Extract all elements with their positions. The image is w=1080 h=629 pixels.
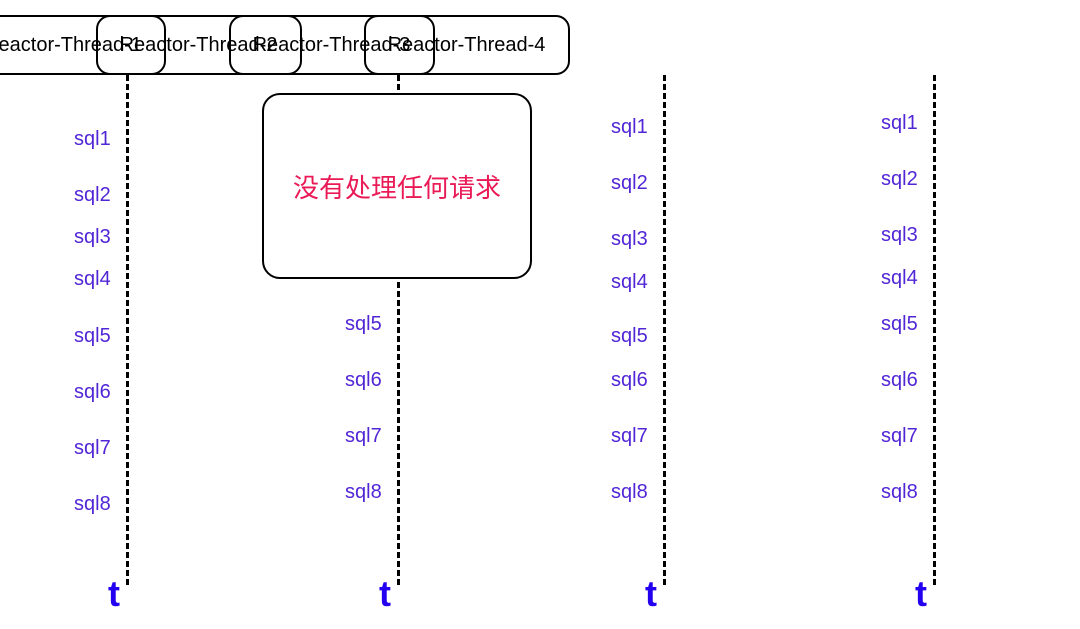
sql-label: sql3 (881, 225, 918, 245)
sql-label: sql5 (881, 314, 918, 334)
sql-label: sql6 (611, 370, 648, 390)
lifeline-3 (663, 75, 666, 585)
sql-label: sql8 (345, 482, 382, 502)
sql-label: sql1 (74, 129, 111, 149)
diagram-canvas: Reactor-Thread-1 sql1 sql2 sql3 sql4 sql… (0, 0, 1080, 629)
sql-label: sql8 (611, 482, 648, 502)
sql-label: sql2 (611, 173, 648, 193)
sql-label: sql4 (74, 269, 111, 289)
thread-box-4: Reactor-Thread-4 (364, 15, 570, 75)
sql-label: sql6 (74, 382, 111, 402)
sql-label: sql4 (611, 272, 648, 292)
sql-label: sql7 (74, 438, 111, 458)
time-label-1: t (108, 576, 120, 612)
sql-label: sql5 (345, 314, 382, 334)
thread-label: Reactor-Thread-4 (388, 35, 546, 55)
sql-label: sql4 (881, 268, 918, 288)
sql-label: sql5 (611, 326, 648, 346)
sql-label: sql7 (611, 426, 648, 446)
sql-label: sql8 (881, 482, 918, 502)
time-label-4: t (915, 576, 927, 612)
sql-label: sql6 (345, 370, 382, 390)
sql-label: sql7 (345, 426, 382, 446)
sql-label: sql3 (611, 229, 648, 249)
lifeline-4 (933, 75, 936, 585)
sql-label: sql3 (74, 227, 111, 247)
time-label-2: t (379, 576, 391, 612)
sql-label: sql5 (74, 326, 111, 346)
sql-label: sql6 (881, 370, 918, 390)
time-label-3: t (645, 576, 657, 612)
sql-label: sql7 (881, 426, 918, 446)
sql-label: sql2 (74, 185, 111, 205)
note-text: 没有处理任何请求 (293, 168, 501, 205)
sql-label: sql2 (881, 169, 918, 189)
sql-label: sql1 (881, 113, 918, 133)
note-box: 没有处理任何请求 (262, 93, 532, 279)
sql-label: sql8 (74, 494, 111, 514)
sql-label: sql1 (611, 117, 648, 137)
lifeline-1 (126, 75, 129, 585)
